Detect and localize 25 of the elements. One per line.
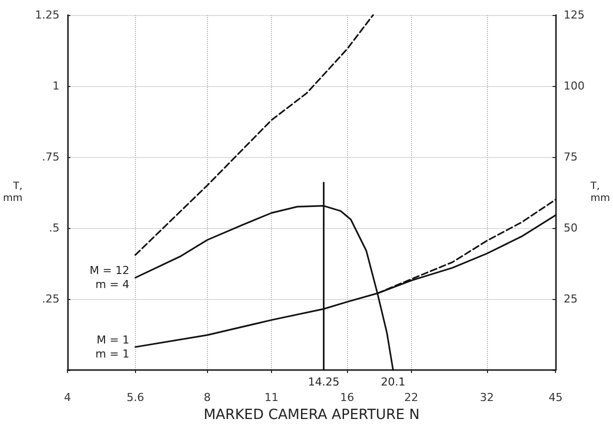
y-axis-title: T, mm [3, 181, 22, 204]
x-tick-label: 11 [264, 391, 278, 404]
x-tick-label: 45 [548, 391, 563, 404]
annotation: 14.25 [308, 376, 340, 388]
x-tick-label: 5.6 [126, 391, 144, 404]
y-tick-label: 1.25 [34, 8, 60, 22]
y-tick-label: .25 [42, 292, 60, 306]
y-tick-label: .5 [48, 222, 60, 234]
annotation: M = 1 m = 1 [95, 333, 130, 360]
x-tick-label: 32 [480, 391, 494, 404]
x-axis-title: MARKED CAMERA APERTURE N [204, 406, 420, 423]
annotation: 20.1 [380, 376, 406, 388]
y-tick-label: 1 [52, 80, 60, 92]
x-tick-label: 16 [340, 391, 354, 404]
annotation: M = 12 m = 4 [90, 264, 130, 292]
y2-tick-label: 125 [564, 8, 585, 22]
x-tick-label: 8 [204, 391, 211, 404]
x-tick-label: 4 [64, 391, 71, 404]
y2-axis-title: T, mm [590, 181, 610, 204]
y-tick-label: .75 [42, 150, 60, 164]
y2-tick-label: 50 [564, 222, 578, 234]
y2-tick-label: 25 [564, 292, 578, 306]
y2-tick-label: 100 [564, 80, 585, 92]
x-tick-label: 22 [404, 391, 418, 404]
y2-tick-label: 75 [564, 150, 578, 164]
